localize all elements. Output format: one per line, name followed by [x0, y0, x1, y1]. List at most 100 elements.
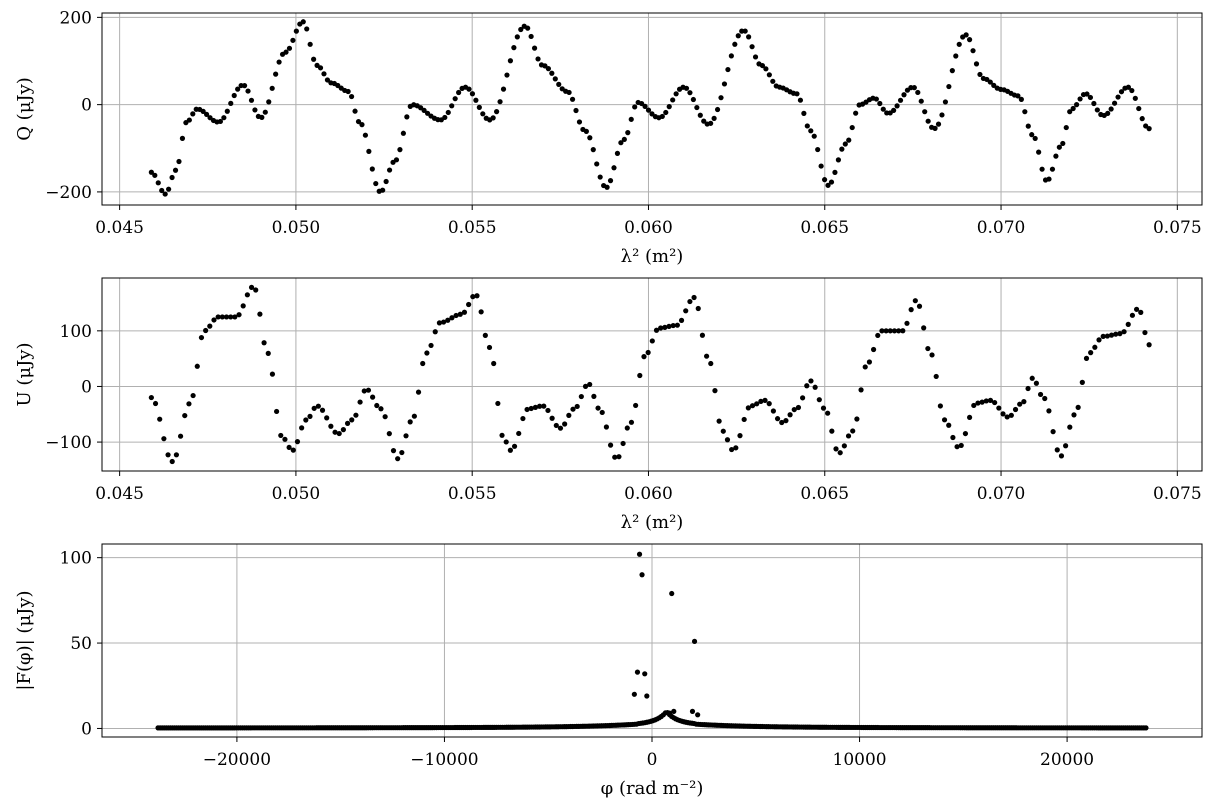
data-point	[891, 328, 898, 334]
data-point	[595, 405, 601, 411]
data-point	[194, 363, 200, 369]
y-axis-label: Q (μJy)	[14, 77, 35, 141]
data-point	[570, 406, 576, 412]
x-tick-label: 0.050	[272, 218, 321, 238]
data-point	[478, 309, 484, 315]
data-point	[670, 97, 676, 103]
data-point	[421, 107, 427, 113]
data-point	[853, 110, 859, 116]
data-point	[286, 45, 293, 51]
x-tick-label: 0.055	[448, 484, 497, 504]
data-point	[528, 405, 534, 412]
data-point	[1077, 96, 1083, 102]
data-point	[583, 128, 589, 134]
data-point	[190, 111, 196, 117]
data-point	[1060, 140, 1066, 147]
data-point	[1139, 116, 1145, 122]
data-point	[525, 25, 531, 31]
data-point	[273, 71, 279, 77]
data-point	[283, 49, 289, 55]
data-point	[687, 90, 693, 96]
data-point	[486, 344, 493, 351]
x-tick-label: 20000	[1040, 750, 1094, 770]
data-point	[752, 54, 759, 60]
data-point	[269, 371, 276, 377]
data-point	[1113, 331, 1119, 337]
data-point	[562, 421, 568, 427]
data-point	[203, 327, 209, 334]
data-point	[504, 72, 510, 78]
data-point	[545, 407, 551, 414]
data-point	[400, 130, 406, 136]
data-point	[828, 179, 835, 185]
data-point	[461, 309, 468, 315]
data-point	[378, 406, 384, 412]
data-point	[374, 402, 380, 409]
data-point	[204, 111, 210, 118]
data-point	[794, 91, 800, 97]
data-point	[625, 130, 631, 136]
data-point	[815, 146, 821, 153]
data-point	[714, 106, 721, 113]
data-point	[442, 114, 448, 121]
data-point	[742, 28, 748, 34]
grid-lines	[102, 13, 1202, 205]
data-point	[912, 298, 918, 304]
data-point	[983, 398, 989, 404]
data-point	[1125, 84, 1131, 90]
data-point	[694, 104, 700, 111]
x-tick-label: 0.070	[977, 484, 1026, 504]
data-point	[373, 180, 379, 187]
data-point	[1142, 329, 1148, 336]
data-point	[503, 439, 509, 445]
data-point	[879, 328, 885, 334]
data-point	[1087, 94, 1094, 101]
data-point	[749, 44, 755, 50]
data-point	[829, 428, 835, 434]
data-point	[262, 109, 268, 115]
data-point	[618, 140, 624, 146]
data-point	[877, 100, 883, 107]
data-point	[159, 187, 165, 194]
data-point	[545, 66, 551, 72]
data-point	[276, 59, 282, 65]
data-point	[370, 394, 376, 400]
data-point	[1088, 350, 1094, 356]
y-tick-label: 50	[70, 634, 92, 654]
data-point	[207, 323, 213, 329]
data-point	[231, 92, 237, 99]
data-point	[683, 85, 690, 91]
data-point	[631, 691, 637, 697]
data-point	[266, 99, 272, 105]
data-point	[436, 320, 443, 326]
data-point	[344, 420, 351, 426]
data-point	[894, 103, 900, 109]
data-point	[711, 115, 717, 121]
data-point	[495, 400, 501, 407]
data-point	[290, 37, 296, 43]
data-point	[891, 107, 897, 113]
y-tick-label: 200	[60, 8, 92, 28]
data-point	[432, 329, 438, 335]
data-point	[424, 110, 431, 116]
data-point	[217, 118, 224, 125]
data-point	[200, 108, 206, 114]
data-point	[332, 429, 338, 435]
data-point	[228, 314, 234, 320]
data-point	[973, 61, 980, 67]
data-point	[825, 182, 831, 188]
data-point	[603, 424, 610, 430]
axes-frame	[101, 12, 1203, 206]
data-point	[1075, 404, 1081, 410]
data-point	[457, 311, 463, 317]
data-point	[169, 174, 175, 181]
data-point	[155, 180, 161, 186]
y-tick-label: 100	[60, 549, 92, 569]
data-point	[925, 118, 931, 124]
data-point	[808, 128, 814, 134]
data-point	[812, 384, 818, 390]
data-point	[689, 708, 696, 714]
data-point	[319, 407, 326, 413]
data-point	[500, 86, 507, 92]
data-point	[395, 456, 401, 462]
